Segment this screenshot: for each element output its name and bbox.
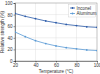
x-tick-label: 60 <box>54 63 60 68</box>
y-tick-mark <box>14 38 16 39</box>
series-marker <box>96 26 97 28</box>
y-tick: 40 <box>7 36 15 41</box>
y-tick-mark <box>14 49 16 50</box>
series-marker <box>55 22 57 24</box>
legend-label: Inconel <box>77 6 92 11</box>
y-axis-title: Relative strength (%) <box>0 10 5 53</box>
y-axis: 0 20 40 60 80 100 <box>5 1 16 64</box>
legend-swatch <box>70 13 75 14</box>
y-tick-mark <box>14 26 16 27</box>
y-tick-label: 100 <box>5 1 13 6</box>
x-tick-label: 20 <box>13 63 19 68</box>
grid-line <box>35 3 36 61</box>
series-group <box>15 13 97 52</box>
y-tick-label: 0 <box>10 59 13 64</box>
y-tick-label: 80 <box>7 13 13 18</box>
x-tick-label: 80 <box>74 63 80 68</box>
legend-marker <box>72 7 74 9</box>
legend-marker <box>72 13 74 15</box>
y-tick: 60 <box>7 24 15 29</box>
x-axis: 20 40 60 80 100 <box>13 61 100 68</box>
grid <box>15 3 97 61</box>
y-axis-line <box>14 4 16 62</box>
plot: 20406080100020406080100InconelAluminum <box>5 1 100 68</box>
y-tick-label: 40 <box>7 36 13 41</box>
y-tick: 80 <box>7 13 15 18</box>
series-marker <box>55 45 57 47</box>
series-marker <box>35 40 37 42</box>
y-tick-mark <box>14 15 16 16</box>
grid-line <box>56 3 57 61</box>
legend-swatch <box>70 8 75 9</box>
x-tick-label: 100 <box>94 63 100 68</box>
series-marker <box>86 49 88 51</box>
series-marker <box>65 47 67 49</box>
x-tick-label: 40 <box>33 63 39 68</box>
y-tick-mark <box>14 61 16 62</box>
x-axis-title: Temperature (°C) <box>39 69 74 74</box>
series-marker <box>24 36 26 38</box>
y-tick: 0 <box>10 59 15 64</box>
series-marker <box>45 20 47 22</box>
series-marker <box>65 24 67 26</box>
x-tick: 60 <box>54 61 60 68</box>
y-tick-mark <box>14 3 16 4</box>
series-marker <box>76 48 78 50</box>
series-marker <box>15 13 16 15</box>
series-marker <box>76 25 78 27</box>
legend: InconelAluminum <box>69 5 97 18</box>
y-tick-label: 20 <box>7 47 13 52</box>
chart: 20406080100020406080100InconelAluminumTe… <box>0 0 100 74</box>
series-marker <box>35 18 37 20</box>
x-tick: 100 <box>94 61 100 68</box>
series-marker <box>15 31 16 33</box>
y-tick-label: 60 <box>7 24 13 29</box>
series-marker <box>86 26 88 28</box>
x-tick: 40 <box>33 61 39 68</box>
series-marker <box>45 43 47 45</box>
x-tick: 20 <box>13 61 19 68</box>
series-marker <box>24 15 26 17</box>
x-tick: 80 <box>74 61 80 68</box>
legend-label: Aluminum <box>77 11 97 16</box>
series-line <box>15 32 97 51</box>
series-marker <box>96 50 97 52</box>
plot-frame <box>15 3 97 61</box>
y-tick: 100 <box>5 1 15 6</box>
y-tick: 20 <box>7 47 15 52</box>
